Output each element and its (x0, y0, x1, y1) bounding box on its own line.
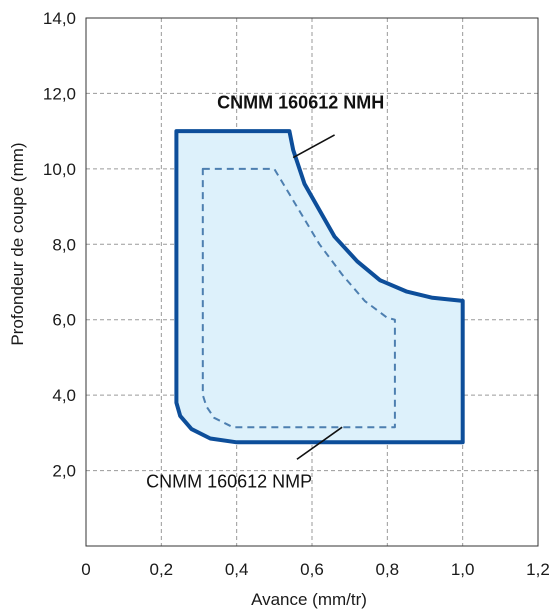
x-tick-label: 0,6 (300, 560, 324, 579)
y-tick-label: 4,0 (52, 386, 76, 405)
x-tick-label: 0,2 (150, 560, 174, 579)
y-tick-label: 12,0 (43, 84, 76, 103)
annotation-label-1: CNMM 160612 NMP (146, 472, 312, 492)
y-tick-label: 6,0 (52, 311, 76, 330)
y-axis-label: Profondeur de coupe (mm) (8, 142, 27, 345)
tick-labels: 0 0,2 0,4 0,6 0,8 1,0 1,2 2,0 4,0 6,0 8,0 10,0 12,0 1… (43, 9, 550, 579)
annotation-leader-0 (292, 134, 335, 159)
plot-frame (85, 17, 539, 547)
series-layer (174, 129, 465, 445)
x-tick-label: 0,4 (225, 560, 249, 579)
annotations: CNMM 160612 NMH CNMM 160612 NMP (146, 93, 384, 492)
y-tick-label: 10,0 (43, 160, 76, 179)
series-1-outline (201, 167, 396, 429)
y-tick-label: 8,0 (52, 235, 76, 254)
y-tick-label: 2,0 (52, 462, 76, 481)
annotation-leader-1 (296, 426, 343, 460)
x-tick-label: 1,0 (451, 560, 475, 579)
x-axis-label: Avance (mm/tr) (251, 590, 367, 609)
x-tick-label: 0,8 (376, 560, 400, 579)
y-tick-label: 14,0 (43, 9, 76, 28)
x-tick-label: 0 (81, 560, 90, 579)
series-0-outline (174, 129, 465, 445)
annotation-label-0: CNMM 160612 NMH (217, 93, 384, 113)
x-tick-label: 1,2 (526, 560, 550, 579)
